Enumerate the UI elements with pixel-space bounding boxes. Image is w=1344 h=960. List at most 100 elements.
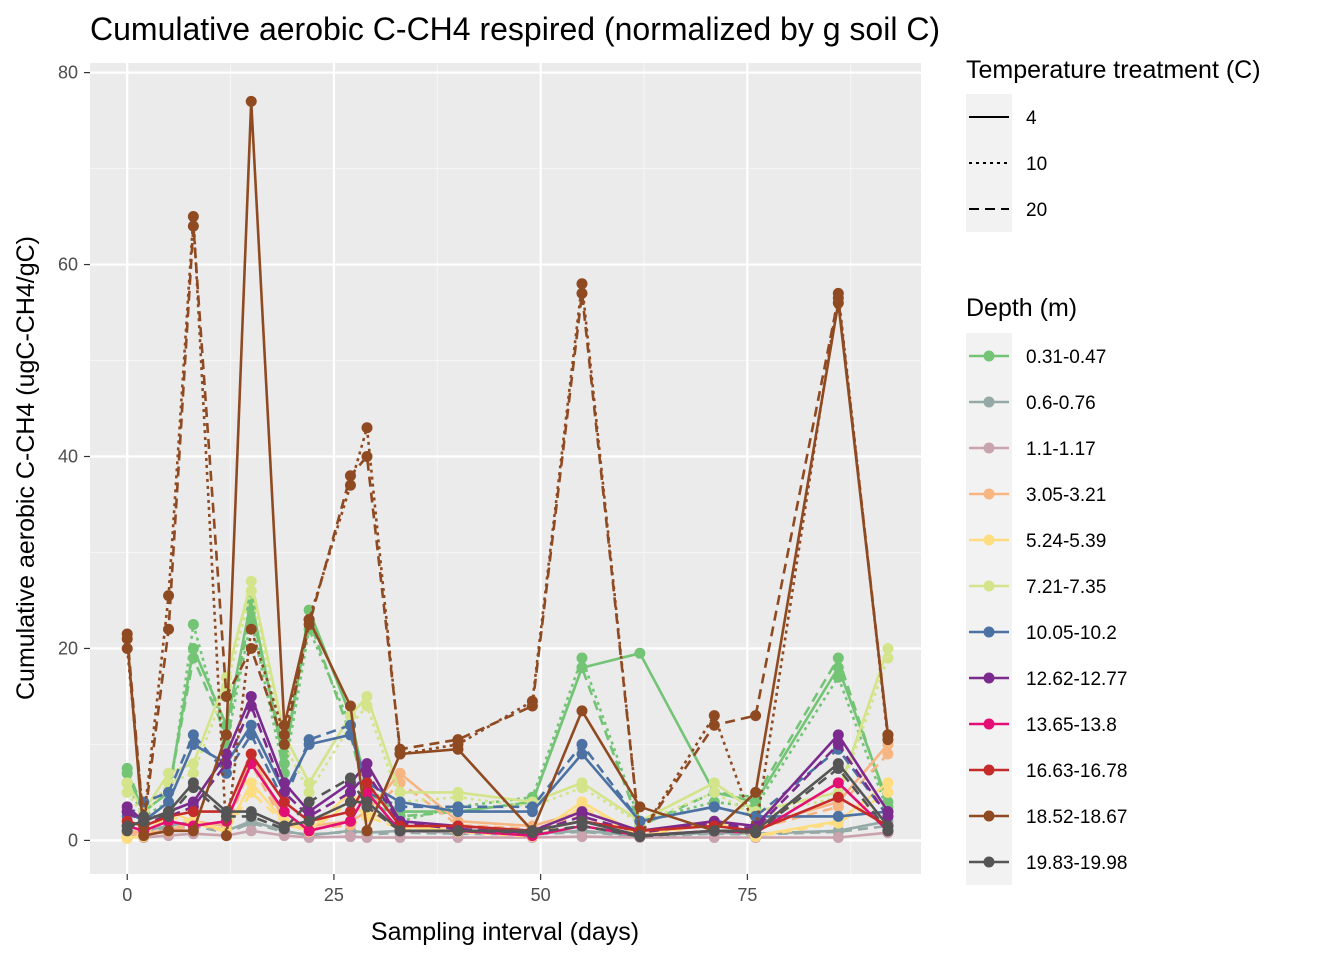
data-point xyxy=(220,830,232,842)
legend-depth-keys-bg xyxy=(966,333,1012,885)
data-point xyxy=(708,786,720,798)
data-point xyxy=(121,806,133,818)
legend-depth-key-dot xyxy=(983,442,995,454)
data-point xyxy=(882,777,894,789)
data-point xyxy=(361,801,373,813)
data-point xyxy=(361,758,373,770)
legend-depth-label: 12.62-12.77 xyxy=(1026,669,1127,690)
data-point xyxy=(245,585,257,597)
y-tick-label: 0 xyxy=(68,830,78,850)
data-point xyxy=(245,690,257,702)
data-point xyxy=(163,767,175,779)
data-point xyxy=(361,451,373,463)
data-point xyxy=(245,719,257,731)
plot-panel xyxy=(90,63,921,874)
data-point xyxy=(832,801,844,813)
data-point xyxy=(187,806,199,818)
data-point xyxy=(187,211,199,223)
data-point xyxy=(121,628,133,640)
legend-depth-key-dot xyxy=(983,626,995,638)
legend-depth-key-dot xyxy=(983,534,995,546)
data-point xyxy=(121,642,133,654)
data-point xyxy=(750,710,762,722)
data-point xyxy=(344,815,356,827)
data-point xyxy=(121,786,133,798)
legend-depth-label: 19.83-19.98 xyxy=(1026,853,1127,874)
y-tick-label: 80 xyxy=(58,63,78,83)
data-point xyxy=(750,827,762,839)
data-point xyxy=(634,647,646,659)
data-point xyxy=(344,796,356,808)
data-point xyxy=(576,782,588,794)
data-point xyxy=(708,719,720,731)
data-point xyxy=(187,825,199,837)
x-tick-label: 25 xyxy=(324,885,344,905)
data-point xyxy=(245,623,257,635)
data-point xyxy=(361,767,373,779)
y-axis-title: Cumulative aerobic C-CH4 (ugC-CH4/gC) xyxy=(12,236,40,700)
data-point xyxy=(278,777,290,789)
data-point xyxy=(163,810,175,822)
data-point xyxy=(303,815,315,827)
legend-depth-key-dot xyxy=(983,488,995,500)
data-point xyxy=(187,758,199,770)
data-point xyxy=(832,729,844,741)
legend-depth-label: 16.63-16.78 xyxy=(1026,761,1127,782)
data-point xyxy=(344,470,356,482)
data-point xyxy=(245,95,257,107)
data-point xyxy=(138,810,150,822)
data-point xyxy=(576,831,588,843)
data-point xyxy=(303,786,315,798)
data-point xyxy=(576,820,588,832)
data-point xyxy=(245,604,257,616)
data-point xyxy=(187,767,199,779)
data-point xyxy=(708,801,720,813)
data-point xyxy=(576,662,588,674)
series-19.83-19.98-20 xyxy=(121,762,894,843)
data-point xyxy=(163,825,175,837)
legend-depth-key-dot xyxy=(983,580,995,592)
data-point xyxy=(708,777,720,789)
data-point xyxy=(832,810,844,822)
data-point xyxy=(278,806,290,818)
data-point xyxy=(832,832,844,844)
y-tick-label: 60 xyxy=(58,255,78,275)
data-point xyxy=(832,652,844,664)
data-point xyxy=(882,652,894,664)
x-tick-label: 50 xyxy=(531,885,551,905)
data-point xyxy=(452,801,464,813)
legend-depth-key-dot xyxy=(983,764,995,776)
data-point xyxy=(344,772,356,784)
data-point xyxy=(882,786,894,798)
data-point xyxy=(576,705,588,717)
legend-depth-label: 5.24-5.39 xyxy=(1026,531,1106,552)
data-point xyxy=(220,690,232,702)
legend-linetype-label: 4 xyxy=(1026,108,1037,129)
legend-depth-label: 3.05-3.21 xyxy=(1026,485,1106,506)
data-point xyxy=(394,786,406,798)
data-point xyxy=(187,220,199,232)
data-point xyxy=(832,671,844,683)
y-tick-label: 20 xyxy=(58,638,78,658)
data-point xyxy=(245,575,257,587)
legend-linetype-label: 10 xyxy=(1026,154,1047,175)
data-point xyxy=(708,825,720,837)
series-layer xyxy=(121,95,894,844)
data-point xyxy=(832,762,844,774)
data-point xyxy=(394,825,406,837)
y-tick-label: 40 xyxy=(58,447,78,467)
data-point xyxy=(708,710,720,722)
legend-depth-label: 1.1-1.17 xyxy=(1026,439,1096,460)
data-point xyxy=(220,729,232,741)
data-point xyxy=(245,642,257,654)
data-point xyxy=(245,825,257,837)
legend-linetype-title: Temperature treatment (C) xyxy=(966,56,1261,84)
chart-title: Cumulative aerobic C-CH4 respired (norma… xyxy=(90,11,940,47)
legend-linetype-label: 20 xyxy=(1026,200,1047,221)
data-point xyxy=(526,700,538,712)
data-point xyxy=(344,700,356,712)
data-point xyxy=(361,422,373,434)
data-point xyxy=(452,734,464,746)
data-point xyxy=(344,786,356,798)
